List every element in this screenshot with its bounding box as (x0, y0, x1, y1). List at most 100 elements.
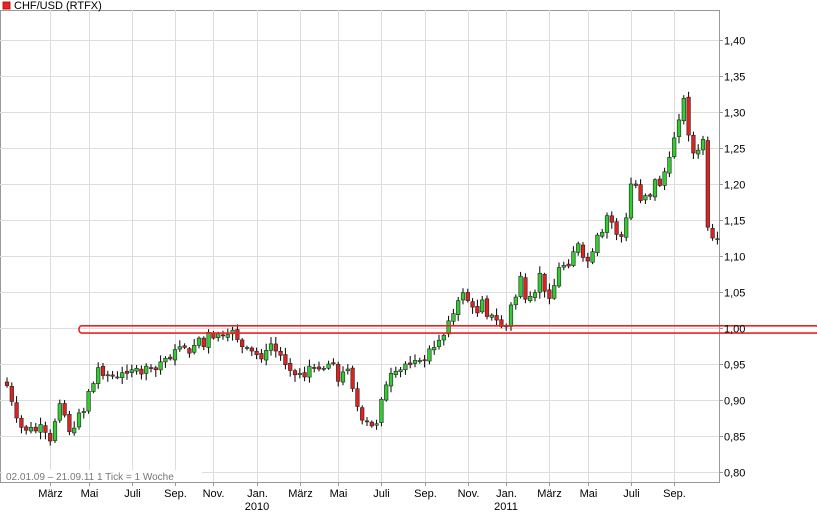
x-tick-label: Juli (124, 488, 141, 500)
candle-body (14, 402, 19, 419)
chart-title: CHF/USD (RTFX) (14, 0, 102, 12)
candle-body (100, 365, 106, 376)
candle-body (600, 231, 605, 237)
candle-body (465, 292, 470, 301)
candle-body (331, 362, 336, 365)
y-axis: 0,80 0,85 0,90 0,95 1,00 1,05 1,10 1,15 1,20 1,25… (719, 36, 745, 480)
candle-body (374, 423, 379, 426)
y-tick-label: 1,35 (724, 72, 745, 84)
candle-body (441, 334, 446, 341)
candle-body (624, 217, 629, 238)
candle-body (619, 234, 624, 237)
candle-body (259, 353, 264, 360)
candle-body (326, 363, 331, 369)
candle-body (134, 368, 139, 372)
candle-body (696, 149, 701, 155)
candle-body (240, 339, 245, 348)
candle-body (81, 411, 86, 413)
candle-body (403, 363, 408, 371)
candle-body (667, 157, 672, 174)
candle-body (633, 183, 638, 186)
candle-body (316, 366, 322, 370)
x-year-label: 2011 (494, 501, 518, 513)
candle-body (456, 300, 461, 315)
candle-body (273, 343, 278, 352)
x-tick-label: Sep. (663, 488, 686, 500)
y-tick-label: 1,40 (724, 36, 745, 48)
candle-body (537, 272, 542, 293)
candle-body (609, 215, 614, 223)
candle-body (52, 421, 58, 441)
period-text: 02.01.09 – 21.09.11 1 Tick = 1 Woche (6, 472, 174, 483)
candle-body (33, 426, 38, 432)
x-tick-label: März (537, 488, 561, 500)
candle-body (249, 347, 254, 352)
candle-body (590, 251, 595, 263)
x-tick-label: Jan. (496, 488, 517, 500)
candle-body (715, 238, 720, 241)
candle-body (168, 356, 173, 360)
candle-body (628, 183, 634, 219)
candle-body (206, 332, 211, 348)
x-tick-label: Juli (373, 488, 390, 500)
candle-body (254, 350, 259, 355)
candle-body (566, 263, 571, 267)
candle-body (105, 374, 110, 377)
candle-body (494, 315, 499, 321)
x-tick-label: Mai (81, 488, 99, 500)
y-tick-label: 1,10 (724, 252, 745, 264)
y-tick-label: 0,80 (724, 468, 745, 480)
candle-body (302, 372, 307, 378)
candle-body (283, 354, 288, 366)
candle-body (153, 367, 158, 371)
candle-body (571, 251, 576, 266)
period-text-bg (2, 470, 202, 482)
candle-body (120, 372, 125, 378)
candle-body (412, 360, 418, 364)
candle-body (220, 334, 226, 337)
candle-body (211, 333, 216, 339)
candle-body (364, 420, 370, 423)
support-band-outline (78, 325, 817, 334)
y-tick-label: 0,95 (724, 360, 745, 372)
candle-body (700, 139, 706, 151)
candle-body (652, 179, 658, 198)
candle-body (393, 370, 398, 376)
candle-body (542, 273, 547, 292)
candle-body (580, 244, 586, 258)
x-tick-label: Jan. (247, 488, 268, 500)
candle-body (475, 306, 480, 314)
candle-body (532, 292, 538, 298)
candle-body (19, 417, 24, 428)
candle-body (182, 345, 187, 348)
plot-frame (0, 10, 720, 483)
candle-body (321, 368, 326, 370)
candle-body (470, 301, 475, 308)
candle-body (292, 370, 298, 376)
candle-body (523, 277, 528, 300)
candle-body (614, 221, 619, 235)
candles (4, 91, 720, 446)
candle-body (422, 359, 427, 362)
candle-body (480, 299, 485, 313)
candle-body (312, 367, 317, 369)
candle-body (681, 98, 686, 122)
candle-body (288, 363, 293, 371)
candle-body (350, 367, 355, 389)
candle-body (576, 243, 581, 253)
candle-body (336, 364, 341, 382)
candle-body (110, 374, 115, 377)
candle-body (62, 403, 67, 416)
candle-body (139, 368, 144, 375)
y-tick-label: 1,00 (724, 324, 745, 336)
candle-body (408, 362, 413, 366)
x-tick-label: Nov. (203, 488, 225, 500)
candle-body (648, 194, 653, 197)
candle-body (388, 373, 394, 387)
x-tick-label: Mai (330, 488, 348, 500)
candle-body (148, 367, 154, 369)
x-tick-label: März (38, 488, 62, 500)
candle-body (144, 365, 149, 374)
y-tick-label: 0,90 (724, 396, 745, 408)
